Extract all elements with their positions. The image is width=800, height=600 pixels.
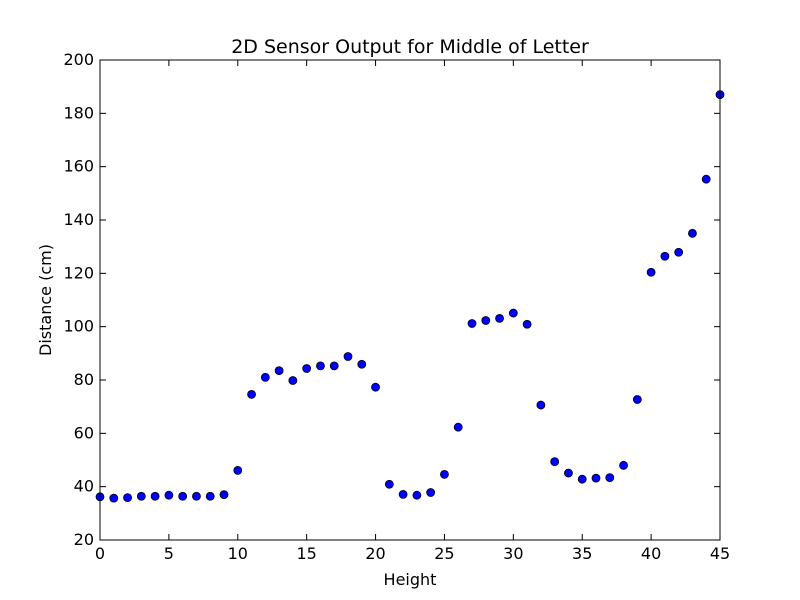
data-point [123,493,132,503]
x-tick-label: 45 [710,544,730,563]
data-point [329,361,339,371]
data-point [550,457,560,467]
data-point [412,490,422,500]
data-point [605,473,615,483]
data-point [384,479,394,489]
data-point [660,251,670,261]
chart-title: 2D Sensor Output for Middle of Letter [231,36,589,58]
x-tick-label: 25 [434,544,454,563]
data-point [398,489,408,499]
data-point [632,395,642,404]
data-point [440,469,449,479]
data-point [205,491,215,501]
x-tick-label: 35 [572,544,592,563]
data-point [150,491,160,501]
data-point [274,366,284,376]
x-tick-label: 10 [228,544,248,563]
x-tick-label: 30 [503,544,523,563]
data-point [426,488,436,497]
data-point [674,247,684,257]
data-point [508,308,518,318]
data-point [467,319,477,328]
data-point [577,474,587,484]
x-tick-label: 0 [95,544,105,563]
data-point [688,228,697,238]
data-point [260,372,270,382]
data-point [536,400,546,410]
y-tick-label: 120 [63,263,94,282]
y-tick-label: 20 [74,530,94,549]
x-tick-label: 5 [164,544,174,563]
data-point [453,422,463,432]
data-point [164,490,174,500]
data-point [701,174,711,184]
y-tick-label: 160 [63,157,94,176]
y-tick-label: 200 [63,50,94,69]
data-point [178,491,188,501]
y-tick-label: 40 [74,477,94,496]
data-point [233,465,243,475]
x-tick-label: 20 [365,544,385,563]
data-point [219,490,229,500]
y-tick-label: 80 [74,370,94,389]
data-point [109,493,119,503]
data-point [302,364,312,373]
data-point [591,473,601,483]
x-tick-label: 15 [296,544,316,563]
y-tick-label: 180 [63,103,94,122]
y-axis-label: Distance (cm) [36,244,55,356]
data-point [371,382,380,392]
x-tick-label: 40 [641,544,661,563]
y-tick-label: 100 [63,317,94,336]
data-point [316,361,325,371]
x-axis-label: Height [384,570,437,589]
data-point [522,319,532,329]
data-point [619,460,628,470]
data-point [495,313,504,323]
y-tick-label: 140 [63,210,94,229]
data-point [564,468,573,478]
data-point [646,267,656,277]
data-point [247,389,256,399]
data-points [95,90,725,503]
axis-ticks: 0 5 10 15 20 25 30 35 40 45 20 40 60 80 100 120 140 160 18… [63,50,730,563]
data-point [357,359,367,369]
plot-frame [99,59,721,541]
data-point [192,491,201,501]
data-point [481,316,491,325]
y-tick-label: 60 [74,423,94,442]
data-point [136,491,146,501]
data-point [288,376,298,385]
data-point [343,352,353,361]
